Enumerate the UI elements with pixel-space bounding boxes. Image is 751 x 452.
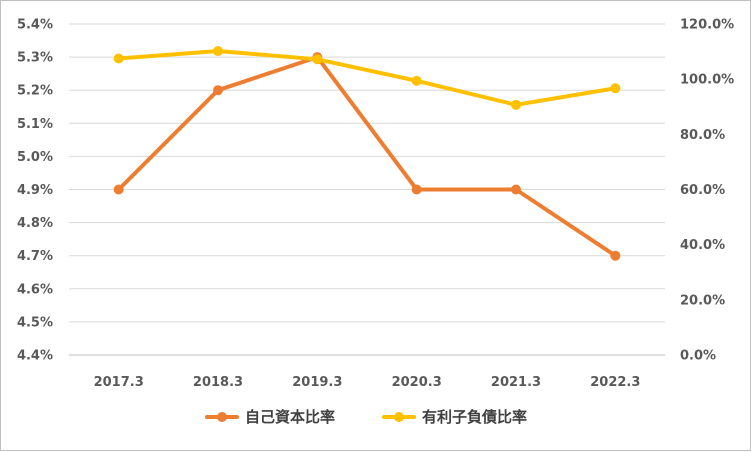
data-point-series-1 (610, 83, 621, 94)
x-tick-label: 2017.3 (94, 375, 144, 390)
legend: 自己資本比率 有利子負債比率 (205, 408, 527, 426)
data-point-series-1 (511, 99, 521, 110)
legend-swatch-marker-series-1 (394, 412, 404, 422)
x-tick-label: 2020.3 (392, 375, 442, 390)
left-y-tick-label: 5.0% (17, 150, 53, 165)
left-y-tick-label: 4.9% (17, 183, 53, 198)
legend-label-series-1: 有利子負債比率 (422, 408, 527, 426)
right-y-tick-label: 120.0% (680, 18, 734, 33)
series-lines (113, 46, 621, 261)
legend-swatch-marker-series-0 (217, 412, 227, 422)
left-y-tick-label: 5.1% (17, 117, 53, 132)
left-y-tick-label: 4.5% (17, 315, 53, 330)
left-y-axis: 4.4% 4.5% 4.6% 4.7% 4.8% 4.9% 5.0% 5.1% 5.2% 5.3%… (17, 18, 53, 364)
x-tick-label: 2018.3 (193, 375, 243, 390)
data-point-series-0 (511, 184, 521, 195)
legend-item-series-1: 有利子負債比率 (382, 408, 527, 426)
legend-label-series-0: 自己資本比率 (245, 408, 335, 426)
data-point-series-1 (213, 46, 223, 57)
x-axis: 2017.3 2018.3 2019.3 2020.3 2021.3 2022.3 (94, 375, 641, 390)
left-y-tick-label: 4.4% (17, 349, 53, 364)
data-point-series-0 (610, 250, 621, 261)
data-point-series-1 (312, 54, 323, 65)
left-y-tick-label: 4.8% (17, 216, 53, 231)
right-y-tick-label: 0.0% (680, 349, 716, 364)
series-0 (113, 52, 621, 261)
left-y-tick-label: 5.2% (17, 84, 53, 99)
gridlines (69, 23, 665, 356)
x-tick-label: 2021.3 (491, 375, 541, 390)
data-point-series-1 (411, 75, 422, 86)
left-y-tick-label: 5.4% (17, 18, 53, 33)
series-1 (113, 46, 621, 110)
x-tick-label: 2019.3 (292, 375, 342, 390)
right-y-tick-label: 100.0% (680, 73, 734, 88)
data-point-series-0 (213, 85, 223, 96)
data-point-series-0 (411, 184, 422, 195)
left-y-tick-label: 4.6% (17, 282, 53, 297)
right-y-tick-label: 60.0% (680, 183, 725, 198)
right-y-tick-label: 80.0% (680, 128, 725, 143)
series-line-1 (116, 49, 618, 107)
right-y-tick-label: 20.0% (680, 293, 725, 308)
left-y-tick-label: 4.7% (17, 249, 53, 264)
x-tick-label: 2022.3 (590, 375, 640, 390)
data-point-series-0 (113, 184, 124, 195)
left-y-tick-label: 5.3% (17, 51, 53, 66)
legend-item-series-0: 自己資本比率 (205, 408, 335, 426)
right-y-axis: 0.0% 20.0% 40.0% 60.0% 80.0% 100.0% 120.0% (680, 18, 734, 364)
series-line-0 (116, 55, 618, 258)
right-y-tick-label: 40.0% (680, 238, 725, 253)
data-point-series-1 (113, 53, 124, 64)
